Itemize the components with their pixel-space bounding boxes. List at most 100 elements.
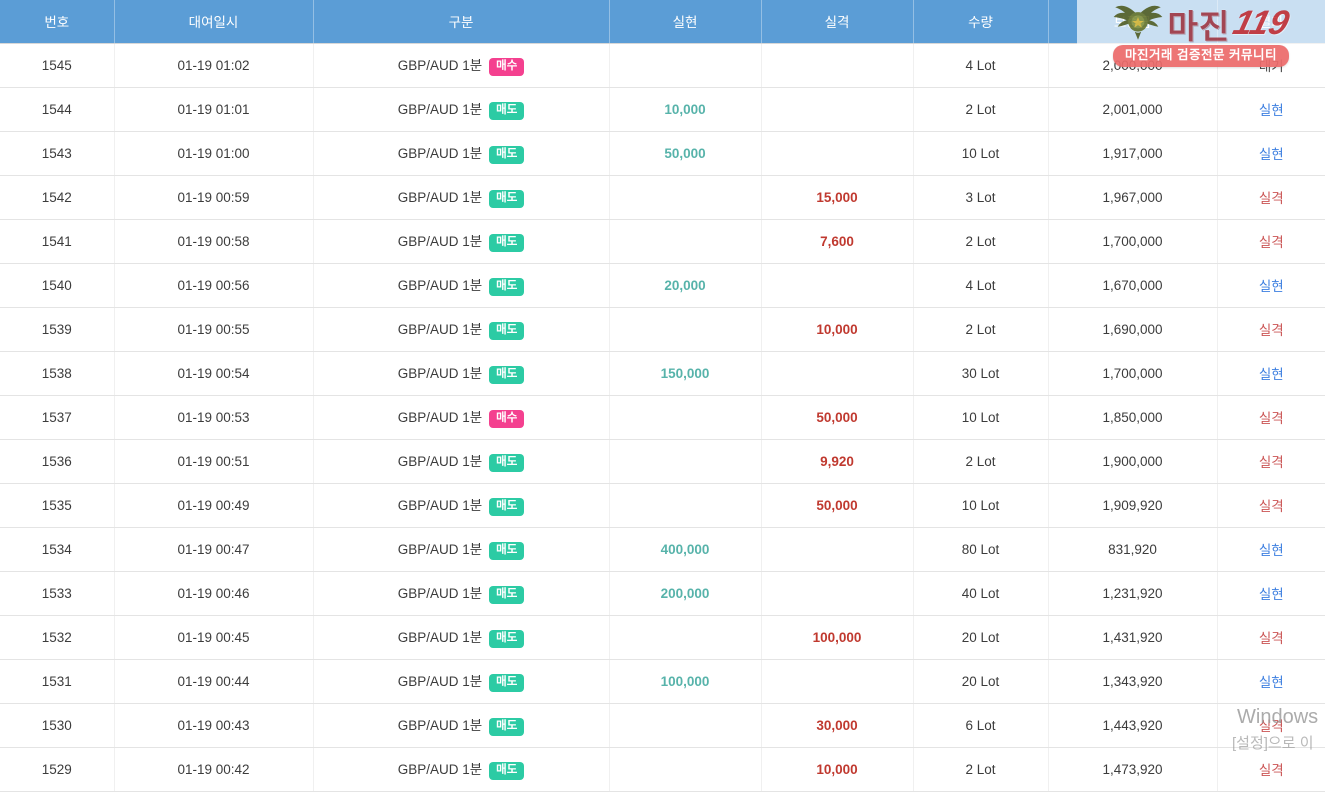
side-badge: 매도	[489, 761, 525, 781]
cell-deposit: 1,917,000	[1048, 131, 1218, 176]
cell-realized-amount: 200,000	[609, 571, 762, 616]
cell-category: GBP/AUD 1분 매도	[313, 527, 610, 572]
instrument-label: GBP/AUD 1분	[397, 673, 483, 689]
cell-result: 실격	[1217, 483, 1325, 528]
cell-disqualified-amount	[761, 131, 914, 176]
cell-category: GBP/AUD 1분 매도	[313, 263, 610, 308]
instrument-label: GBP/AUD 1분	[397, 189, 483, 205]
cell-number: 1536	[0, 439, 115, 484]
cell-category: GBP/AUD 1분 매도	[313, 131, 610, 176]
cell-disqualified-amount: 50,000	[761, 483, 914, 528]
cell-deposit: 1,909,920	[1048, 483, 1218, 528]
cell-deposit: 1,850,000	[1048, 395, 1218, 440]
cell-deposit: 1,700,000	[1048, 219, 1218, 264]
side-badge: 매수	[489, 409, 525, 429]
cell-datetime: 01-19 00:58	[114, 219, 314, 264]
table-row: 1541 01-19 00:58 GBP/AUD 1분 매도 7,600 2 Lo…	[0, 219, 1325, 264]
side-badge: 매도	[489, 629, 525, 649]
cell-category: GBP/AUD 1분 매수	[313, 395, 610, 440]
cell-datetime: 01-19 00:43	[114, 703, 314, 748]
cell-result: 실격	[1217, 219, 1325, 264]
cell-category: GBP/AUD 1분 매도	[313, 615, 610, 660]
col-header-datetime: 대여일시	[114, 0, 314, 44]
cell-category: GBP/AUD 1분 매도	[313, 351, 610, 396]
cell-disqualified-amount: 100,000	[761, 615, 914, 660]
cell-result: 실격	[1217, 703, 1325, 748]
cell-number: 1534	[0, 527, 115, 572]
cell-realized-amount	[609, 615, 762, 660]
cell-disqualified-amount	[761, 263, 914, 308]
cell-result: 실현	[1217, 571, 1325, 616]
side-badge: 매도	[489, 101, 525, 121]
cell-category: GBP/AUD 1분 매도	[313, 659, 610, 704]
cell-datetime: 01-19 00:55	[114, 307, 314, 352]
cell-realized-amount: 400,000	[609, 527, 762, 572]
cell-realized-amount	[609, 439, 762, 484]
cell-quantity: 2 Lot	[913, 87, 1049, 132]
cell-deposit: 831,920	[1048, 527, 1218, 572]
col-header-deposit: 보증금	[1048, 0, 1218, 44]
col-header-quantity: 수량	[913, 0, 1049, 44]
cell-realized-amount	[609, 483, 762, 528]
cell-category: GBP/AUD 1분 매도	[313, 483, 610, 528]
instrument-label: GBP/AUD 1분	[397, 453, 483, 469]
table-row: 1545 01-19 01:02 GBP/AUD 1분 매수 4 Lot 2,00…	[0, 43, 1325, 88]
cell-category: GBP/AUD 1분 매도	[313, 175, 610, 220]
cell-deposit: 2,000,000	[1048, 43, 1218, 88]
instrument-label: GBP/AUD 1분	[397, 101, 483, 117]
cell-result: 대기	[1217, 43, 1325, 88]
cell-disqualified-amount: 7,600	[761, 219, 914, 264]
cell-result: 실현	[1217, 659, 1325, 704]
instrument-label: GBP/AUD 1분	[397, 321, 483, 337]
side-badge: 매도	[489, 585, 525, 605]
cell-quantity: 20 Lot	[913, 615, 1049, 660]
cell-result: 실격	[1217, 747, 1325, 792]
cell-number: 1533	[0, 571, 115, 616]
cell-datetime: 01-19 00:45	[114, 615, 314, 660]
table-row: 1533 01-19 00:46 GBP/AUD 1분 매도 200,000 40…	[0, 571, 1325, 616]
cell-realized-amount	[609, 175, 762, 220]
cell-quantity: 2 Lot	[913, 307, 1049, 352]
side-badge: 매도	[489, 233, 525, 253]
col-header-category: 구분	[313, 0, 610, 44]
cell-number: 1535	[0, 483, 115, 528]
instrument-label: GBP/AUD 1분	[397, 409, 483, 425]
cell-datetime: 01-19 00:53	[114, 395, 314, 440]
cell-category: GBP/AUD 1분 매도	[313, 747, 610, 792]
side-badge: 매수	[489, 57, 525, 77]
cell-datetime: 01-19 00:44	[114, 659, 314, 704]
cell-quantity: 10 Lot	[913, 483, 1049, 528]
cell-quantity: 10 Lot	[913, 131, 1049, 176]
cell-deposit: 1,473,920	[1048, 747, 1218, 792]
instrument-label: GBP/AUD 1분	[397, 57, 483, 73]
cell-datetime: 01-19 00:47	[114, 527, 314, 572]
cell-result: 실격	[1217, 175, 1325, 220]
cell-number: 1542	[0, 175, 115, 220]
cell-deposit: 1,670,000	[1048, 263, 1218, 308]
instrument-label: GBP/AUD 1분	[397, 585, 483, 601]
side-badge: 매도	[489, 497, 525, 517]
cell-category: GBP/AUD 1분 매수	[313, 43, 610, 88]
cell-disqualified-amount: 10,000	[761, 747, 914, 792]
table-row: 1538 01-19 00:54 GBP/AUD 1분 매도 150,000 30…	[0, 351, 1325, 396]
instrument-label: GBP/AUD 1분	[397, 761, 483, 777]
table-row: 1540 01-19 00:56 GBP/AUD 1분 매도 20,000 4 L…	[0, 263, 1325, 308]
cell-number: 1545	[0, 43, 115, 88]
side-badge: 매도	[489, 321, 525, 341]
table-row: 1530 01-19 00:43 GBP/AUD 1분 매도 30,000 6 L…	[0, 703, 1325, 748]
cell-quantity: 2 Lot	[913, 747, 1049, 792]
table-row: 1542 01-19 00:59 GBP/AUD 1분 매도 15,000 3 L…	[0, 175, 1325, 220]
side-badge: 매도	[489, 717, 525, 737]
cell-deposit: 1,967,000	[1048, 175, 1218, 220]
cell-result: 실현	[1217, 87, 1325, 132]
table-row: 1532 01-19 00:45 GBP/AUD 1분 매도 100,000 20…	[0, 615, 1325, 660]
cell-disqualified-amount	[761, 571, 914, 616]
cell-category: GBP/AUD 1분 매도	[313, 439, 610, 484]
cell-quantity: 80 Lot	[913, 527, 1049, 572]
cell-disqualified-amount: 30,000	[761, 703, 914, 748]
col-header-realized: 실현	[609, 0, 762, 44]
cell-datetime: 01-19 01:01	[114, 87, 314, 132]
cell-deposit: 2,001,000	[1048, 87, 1218, 132]
cell-result: 실현	[1217, 527, 1325, 572]
